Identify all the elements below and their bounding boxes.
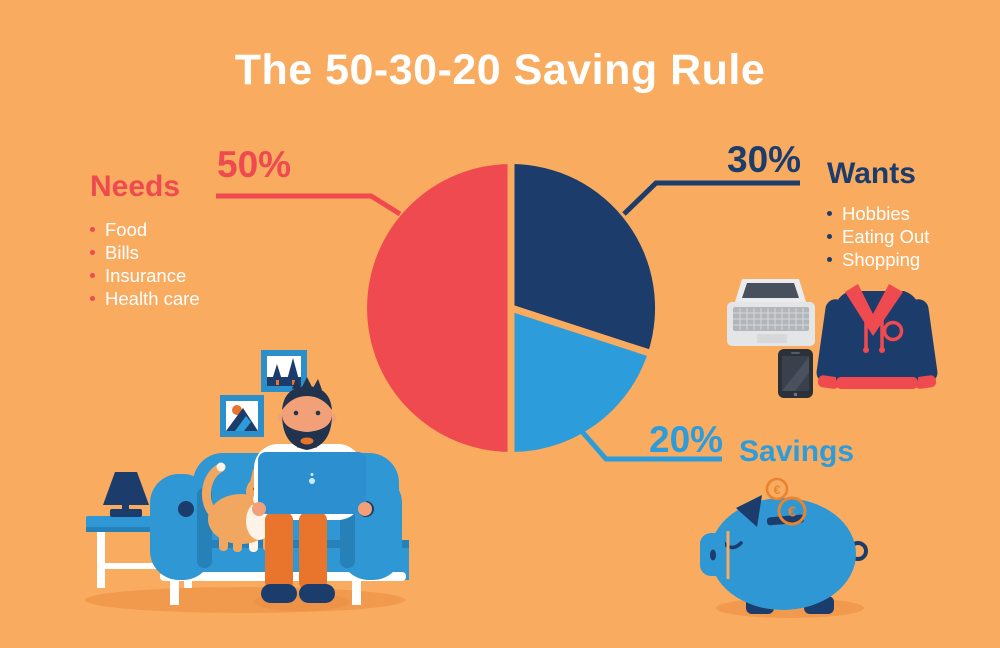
list-item: Health care xyxy=(90,287,200,310)
pie-slice-needs xyxy=(367,164,511,452)
picture-frame-trees-icon xyxy=(261,350,307,392)
wants-percent-label: 30% xyxy=(727,139,802,180)
needs-percent-label: 50% xyxy=(217,144,292,185)
list-item: Bills xyxy=(90,241,200,264)
coin-icon: € xyxy=(765,477,789,501)
lap-laptop-icon xyxy=(258,452,366,514)
needs-heading: Needs xyxy=(90,170,181,203)
wants-heading: Wants xyxy=(827,157,916,190)
bullet-icon xyxy=(827,211,832,216)
wants-callout-line xyxy=(622,180,800,216)
laptop-icon xyxy=(727,279,815,346)
list-item: Eating Out xyxy=(827,225,929,248)
wants-section: Wants Hobbies Eating Out Shopping xyxy=(827,159,929,271)
coin-icon: € xyxy=(777,496,807,526)
savings-percent-label: 20% xyxy=(649,419,724,460)
living-room-illustration xyxy=(85,350,409,613)
needs-callout-line xyxy=(216,193,402,217)
slipper-icon xyxy=(261,584,297,603)
savings-callout-line xyxy=(576,425,722,462)
pie-chart xyxy=(367,156,657,460)
svg-text:€: € xyxy=(774,483,781,497)
svg-text:€: € xyxy=(788,504,797,521)
pie-slice-wants xyxy=(511,164,656,353)
bullet-icon xyxy=(90,250,95,255)
piggy-bank-icon xyxy=(700,495,868,614)
savings-illustration: € € xyxy=(700,477,868,618)
wants-illustration xyxy=(727,279,938,398)
picture-frame-mountain-icon xyxy=(220,395,264,437)
list-item: Hobbies xyxy=(827,202,929,225)
bullet-icon xyxy=(90,296,95,301)
smartphone-icon xyxy=(778,349,813,398)
bullet-icon xyxy=(90,273,95,278)
savings-heading: Savings xyxy=(739,435,855,468)
list-item: Insurance xyxy=(90,264,200,287)
bullet-icon xyxy=(90,227,95,232)
bullet-icon xyxy=(827,257,832,262)
lamp-icon xyxy=(103,472,149,517)
bullet-icon xyxy=(827,234,832,239)
needs-list: Food Bills Insurance Health care xyxy=(90,218,200,310)
list-item: Food xyxy=(90,218,200,241)
needs-section: Needs Food Bills Insurance Health care xyxy=(90,172,200,310)
slipper-icon xyxy=(299,584,335,603)
wants-list: Hobbies Eating Out Shopping xyxy=(827,202,929,271)
pie-slice-gap xyxy=(509,304,657,359)
list-item: Shopping xyxy=(827,248,929,271)
page-title: The 50-30-20 Saving Rule xyxy=(234,46,766,94)
savings-section: Savings xyxy=(739,437,854,467)
man-with-laptop xyxy=(252,377,372,603)
hoodie-icon xyxy=(816,284,938,389)
